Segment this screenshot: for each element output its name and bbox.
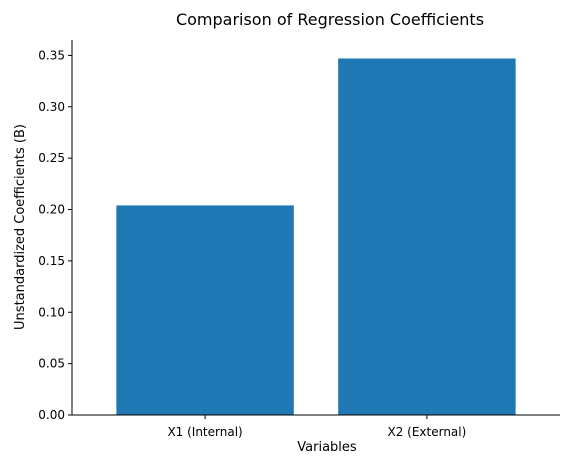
bars-layer: [116, 58, 515, 415]
y-tick-label: 0.05: [38, 357, 65, 371]
x-axis: X1 (Internal) X2 (External): [167, 415, 466, 439]
y-tick-label: 0.35: [38, 48, 65, 62]
y-tick-label: 0.20: [38, 203, 65, 217]
x-axis-label: Variables: [297, 440, 357, 455]
x-tick-label: X1 (Internal): [167, 425, 242, 439]
y-tick-label: 0.10: [38, 305, 65, 319]
y-axis-label: Unstandardized Coefficients (B): [13, 124, 28, 330]
y-tick-label: 0.00: [38, 408, 65, 422]
chart-title: Comparison of Regression Coefficients: [176, 10, 484, 29]
bar-1: [116, 205, 293, 415]
y-tick-label: 0.15: [38, 254, 65, 268]
y-axis: 0.00 0.05 0.10 0.15 0.20 0.25 0.30 0.35: [38, 48, 72, 422]
bar-2: [338, 58, 515, 415]
y-tick-label: 0.25: [38, 151, 65, 165]
y-tick-label: 0.30: [38, 100, 65, 114]
x-tick-label: X2 (External): [387, 425, 466, 439]
